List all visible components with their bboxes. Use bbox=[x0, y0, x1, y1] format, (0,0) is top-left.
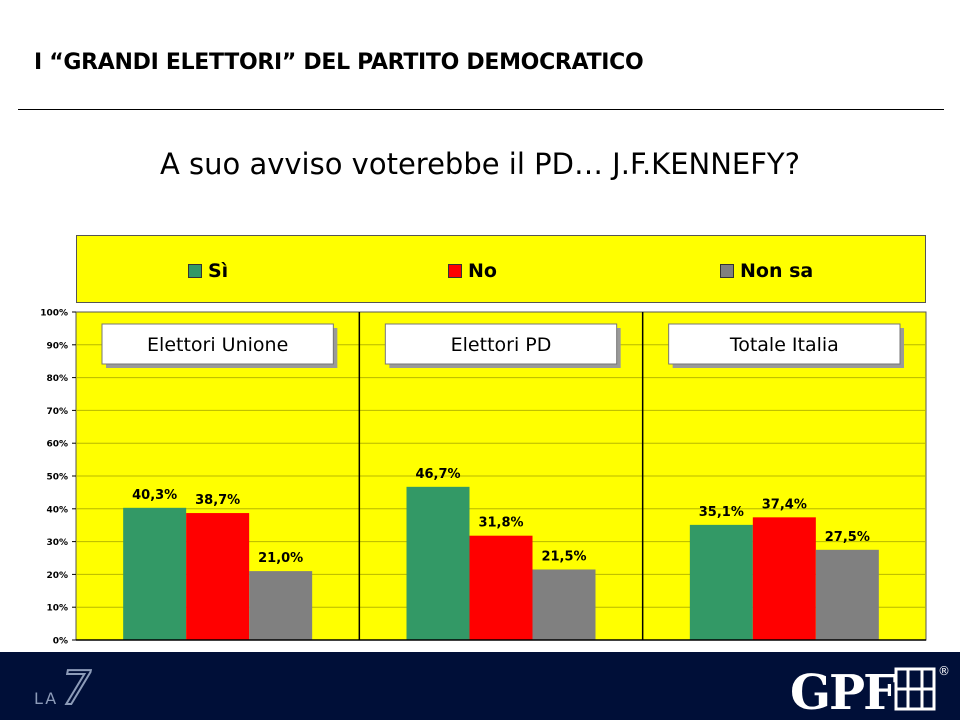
panel-label: Elettori Unione bbox=[147, 334, 288, 356]
gpf-logo-emblem bbox=[894, 667, 936, 711]
y-tick-label: 40% bbox=[46, 505, 68, 515]
legend-item-no: No bbox=[448, 260, 497, 282]
y-tick-label: 60% bbox=[46, 440, 68, 450]
legend-item-non-sa: Non sa bbox=[720, 260, 813, 282]
la7-logo: LA 7 bbox=[34, 660, 92, 710]
bar-value-label: 37,4% bbox=[762, 497, 807, 512]
bar bbox=[406, 486, 470, 640]
panel-label: Totale Italia bbox=[729, 334, 839, 356]
legend-label-no: No bbox=[468, 260, 497, 282]
y-tick-label: 30% bbox=[46, 538, 68, 548]
y-tick-label: 10% bbox=[46, 604, 68, 614]
panel-label-box bbox=[101, 323, 334, 365]
bar bbox=[186, 513, 250, 640]
y-tick-label: 70% bbox=[46, 407, 68, 417]
chart-question: A suo avviso voterebbe il PD… J.F.KENNEF… bbox=[159, 147, 801, 181]
y-tick-label: 20% bbox=[46, 571, 68, 581]
bar bbox=[532, 569, 596, 640]
la7-logo-text: LA bbox=[34, 689, 58, 708]
la7-logo-mark: 7 bbox=[62, 661, 91, 710]
bar-value-label: 38,7% bbox=[195, 493, 240, 508]
y-tick-label: 80% bbox=[46, 374, 68, 384]
bar-value-label: 21,5% bbox=[541, 549, 586, 564]
bar bbox=[752, 517, 816, 640]
registered-mark: ® bbox=[938, 664, 950, 678]
gpf-logo-text: GPF bbox=[790, 665, 897, 717]
bar bbox=[689, 524, 753, 640]
bar bbox=[815, 549, 879, 640]
panel-label-box bbox=[384, 323, 618, 365]
legend-swatch-non-sa bbox=[720, 264, 734, 278]
bar-value-label: 21,0% bbox=[258, 551, 303, 566]
y-tick-label: 0% bbox=[53, 637, 68, 647]
bar-value-label: 27,5% bbox=[825, 530, 870, 545]
y-tick-label: 100% bbox=[40, 309, 68, 319]
legend-swatch-no bbox=[448, 264, 462, 278]
chart-legend: Sì No Non sa bbox=[76, 235, 926, 303]
legend-label-si: Sì bbox=[208, 260, 229, 282]
legend-label-non-sa: Non sa bbox=[740, 260, 814, 282]
panel-label-box bbox=[668, 323, 901, 365]
y-tick-label: 90% bbox=[46, 341, 68, 351]
footer-bar bbox=[0, 652, 960, 720]
bar-value-label: 35,1% bbox=[699, 505, 744, 520]
bar-value-label: 40,3% bbox=[132, 488, 177, 503]
bar bbox=[123, 507, 187, 640]
gpf-logo: GPF ® bbox=[790, 664, 950, 717]
legend-swatch-si bbox=[188, 264, 202, 278]
title-divider bbox=[18, 109, 944, 110]
y-tick-label: 50% bbox=[46, 473, 68, 483]
panel-label: Elettori PD bbox=[451, 334, 552, 356]
page-title: I “GRANDI ELETTORI” DEL PARTITO DEMOCRAT… bbox=[34, 50, 644, 75]
bar-value-label: 31,8% bbox=[478, 516, 523, 531]
legend-item-si: Sì bbox=[188, 260, 228, 282]
bar-value-label: 46,7% bbox=[415, 467, 460, 482]
bar bbox=[469, 535, 533, 640]
bar bbox=[249, 571, 313, 640]
